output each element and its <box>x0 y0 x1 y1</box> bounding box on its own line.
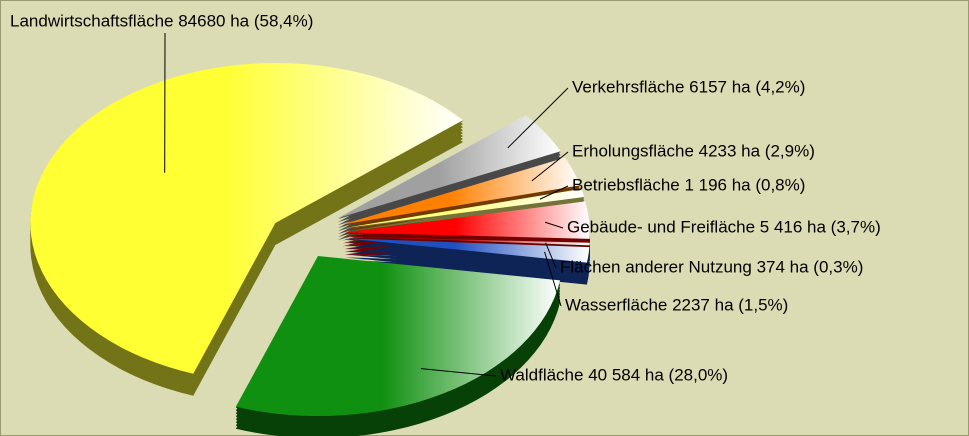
slice <box>30 63 464 374</box>
data-label: Waldfläche 40 584 ha (28,0%) <box>500 365 728 384</box>
leader-line <box>539 185 569 200</box>
slice <box>344 238 590 263</box>
slice <box>344 201 590 239</box>
leader-line <box>544 251 562 307</box>
slice-side <box>344 257 590 282</box>
leader-line <box>544 221 564 229</box>
leader-line <box>420 368 497 377</box>
data-label: Flächen anderer Nutzung 374 ha (0,3%) <box>560 257 863 276</box>
data-label: Erholungsfläche 4233 ha (2,9%) <box>572 141 815 160</box>
data-label: Gebäude- und Freifläche 5 416 ha (3,7%) <box>567 217 881 236</box>
slice <box>338 115 561 219</box>
slice-side <box>344 248 590 273</box>
leader-line <box>507 87 569 149</box>
data-label: Wasserfläche 2237 ha (1,5%) <box>565 295 788 314</box>
slice <box>344 236 590 246</box>
data-label: Landwirtschaftsfläche 84680 ha (58,4%) <box>10 11 313 30</box>
slice-side <box>344 251 590 276</box>
data-label: Betriebsfläche 1 196 ha (0,8%) <box>572 175 805 194</box>
slice <box>343 188 585 229</box>
slice <box>342 157 580 225</box>
data-label: Verkehrsfläche 6157 ha (4,2%) <box>572 77 805 96</box>
slice-side <box>344 242 590 267</box>
slice-side <box>344 254 590 279</box>
leader-line <box>531 151 569 182</box>
leader-line <box>545 242 557 269</box>
slice-side <box>344 245 590 270</box>
slice-side <box>344 237 590 247</box>
slice <box>235 256 561 417</box>
slice-side <box>344 239 590 264</box>
